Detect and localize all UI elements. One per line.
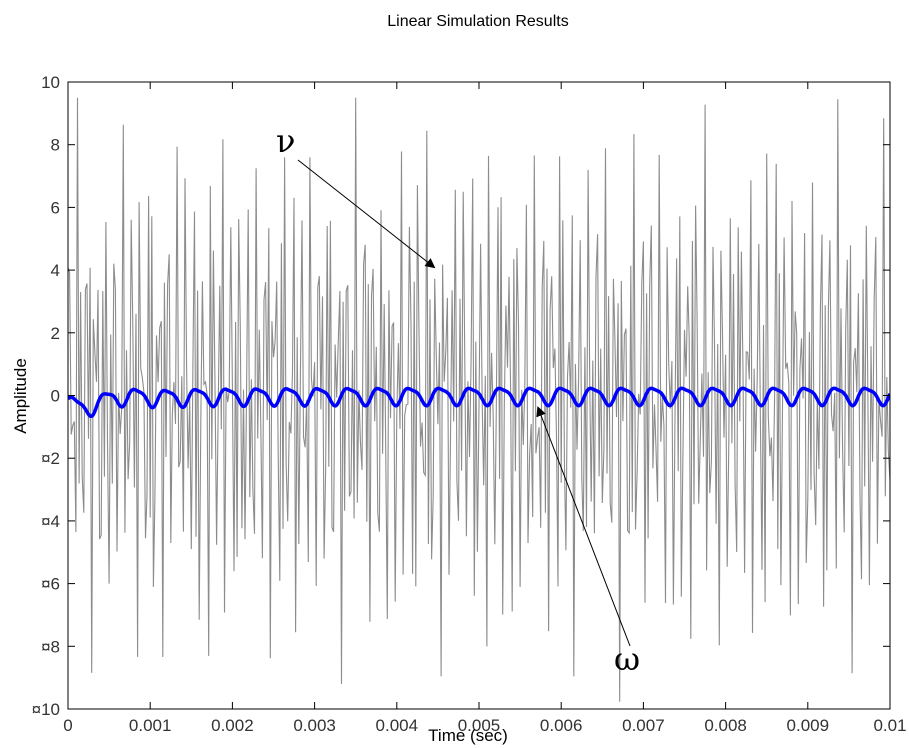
chart-title: Linear Simulation Results <box>387 13 568 30</box>
x-tick-label: 0.007 <box>622 716 665 735</box>
x-tick-label: 0.005 <box>458 716 501 735</box>
x-tick-label: 0.009 <box>787 716 830 735</box>
y-axis-label: Amplitude <box>11 358 30 434</box>
x-tick-label: 0.002 <box>211 716 254 735</box>
annotation-nu-arrow <box>297 159 436 269</box>
y-tick-label: 4 <box>51 261 60 280</box>
annotation-omega-label: ω <box>614 640 640 678</box>
x-tick-label: 0.006 <box>540 716 583 735</box>
y-tick-label: 10 <box>41 73 60 92</box>
x-tick-label: 0.008 <box>704 716 747 735</box>
y-tick-label: 8 <box>51 136 60 155</box>
x-tick-label: 0.004 <box>376 716 419 735</box>
annotation-omega-arrow <box>536 406 631 647</box>
y-tick-label: 0 <box>51 387 60 406</box>
y-tick-label: ¤10 <box>32 700 60 719</box>
annotation-nu-label: ν <box>276 122 295 160</box>
y-tick-label: ¤2 <box>41 449 60 468</box>
y-tick-label: ¤4 <box>41 512 60 531</box>
x-tick-label: 0 <box>63 716 72 735</box>
series-nu-line <box>68 97 890 702</box>
x-tick-label: 0.001 <box>129 716 172 735</box>
y-tick-label: ¤8 <box>41 637 60 656</box>
series-omega-line <box>68 386 890 419</box>
y-tick-label: 6 <box>51 198 60 217</box>
y-tick-label: 2 <box>51 324 60 343</box>
x-tick-label: 0.01 <box>873 716 906 735</box>
x-axis-label: Time (sec) <box>428 726 508 745</box>
x-tick-label: 0.003 <box>293 716 336 735</box>
y-tick-label: ¤6 <box>41 575 60 594</box>
